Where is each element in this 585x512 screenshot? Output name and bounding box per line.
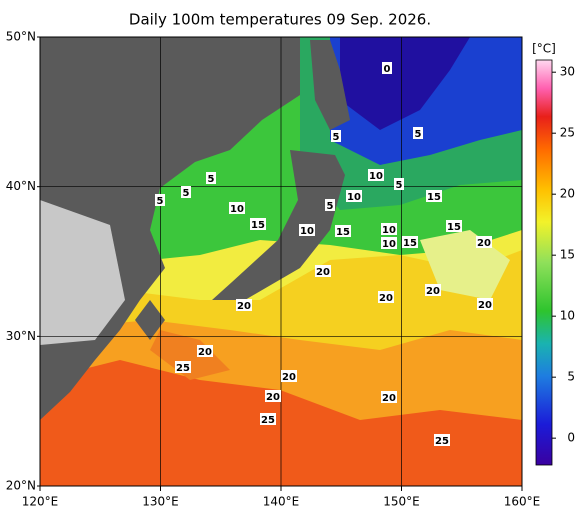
contour-label: 20 xyxy=(282,372,296,383)
contour-label-box xyxy=(206,172,216,184)
contour-label: 25 xyxy=(261,415,275,426)
contour-label: 20 xyxy=(478,300,492,311)
contour-label: 5 xyxy=(208,174,215,185)
colorbar-tick-label: 25 xyxy=(560,126,575,140)
colorbar-tick-label: 5 xyxy=(567,370,575,384)
contour-label: 5 xyxy=(157,196,164,207)
contour-label-box xyxy=(155,194,165,206)
contour-label: 10 xyxy=(382,239,396,250)
contour-label-box xyxy=(402,236,418,248)
x-tick-label: 120°E xyxy=(22,495,59,509)
contour-label-box xyxy=(381,391,397,403)
title: Daily 100m temperatures 09 Sep. 2026. xyxy=(129,11,431,29)
contour-label: 15 xyxy=(403,238,417,249)
contour-label: 10 xyxy=(347,192,361,203)
contour-label-box xyxy=(382,62,392,74)
x-tick-label: 130°E xyxy=(142,495,179,509)
contour-label-box xyxy=(476,236,492,248)
colorbar xyxy=(535,59,553,466)
contour-label-box xyxy=(378,291,394,303)
contour-label: 5 xyxy=(327,201,334,212)
contour-label: 20 xyxy=(237,301,251,312)
colorbar-tick-label: 0 xyxy=(567,431,575,445)
contour-label-box xyxy=(335,225,351,237)
x-tick-label: 160°E xyxy=(504,495,541,509)
x-tick-label: 150°E xyxy=(383,495,420,509)
contour-label-box xyxy=(381,237,397,249)
contour-label: 10 xyxy=(369,171,383,182)
contour-label: 5 xyxy=(415,129,422,140)
contour-label: 20 xyxy=(316,267,330,278)
contour-label-box xyxy=(446,220,462,232)
contour-label: 5 xyxy=(333,132,340,143)
contour-label-box xyxy=(325,199,335,211)
y-tick-label: 40°N xyxy=(6,179,36,193)
contour-label-box xyxy=(425,284,441,296)
y-tick-label: 30°N xyxy=(6,329,36,343)
contour-label-box xyxy=(331,130,341,142)
contour-label-box xyxy=(477,298,493,310)
contour-label: 20 xyxy=(198,347,212,358)
contour-label-box xyxy=(175,361,191,373)
colorbar-tick-label: 30 xyxy=(560,65,575,79)
contour-label-box xyxy=(260,413,276,425)
contour-label-box xyxy=(265,390,281,402)
contour-label-box xyxy=(236,299,252,311)
contour-label: 20 xyxy=(379,293,393,304)
contour-label: 5 xyxy=(396,180,403,191)
contour-label-box xyxy=(250,218,266,230)
contour-label: 10 xyxy=(300,226,314,237)
contour-label-box xyxy=(229,202,245,214)
contour-label: 15 xyxy=(251,220,265,231)
contour-label: 25 xyxy=(435,436,449,447)
contour-label: 20 xyxy=(382,393,396,404)
colorbar-tick-label: 15 xyxy=(560,248,575,262)
contour-label: 10 xyxy=(382,225,396,236)
contour-label: 20 xyxy=(426,286,440,297)
contour-label: 20 xyxy=(477,238,491,249)
contour-label-box xyxy=(281,370,297,382)
colorbar-tick-label: 10 xyxy=(560,309,575,323)
contour-label-box xyxy=(381,223,397,235)
contour-label-box xyxy=(299,224,315,236)
contour-label: 15 xyxy=(447,222,461,233)
y-tick-label: 50°N xyxy=(6,30,36,44)
y-tick-label: 20°N xyxy=(6,479,36,493)
contour-label-box xyxy=(434,434,450,446)
colorbar-tick-label: 20 xyxy=(560,187,575,201)
x-tick-label: 140°E xyxy=(263,495,300,509)
contour-label-box xyxy=(426,190,442,202)
contour-label-box xyxy=(315,265,331,277)
contour-label-box xyxy=(197,345,213,357)
contour-label-box xyxy=(413,127,423,139)
contour-label: 25 xyxy=(176,363,190,374)
contour-label: 15 xyxy=(336,227,350,238)
contour-label: 15 xyxy=(427,192,441,203)
contour-label-box xyxy=(394,178,404,190)
contour-label-box xyxy=(368,169,384,181)
contour-label: 0 xyxy=(384,64,391,75)
contour-label-box xyxy=(181,186,191,198)
contour-label: 5 xyxy=(183,188,190,199)
contour-label: 20 xyxy=(266,392,280,403)
colorbar-unit: [°C] xyxy=(532,42,556,56)
contour-label-box xyxy=(346,190,362,202)
contour-label: 10 xyxy=(230,204,244,215)
